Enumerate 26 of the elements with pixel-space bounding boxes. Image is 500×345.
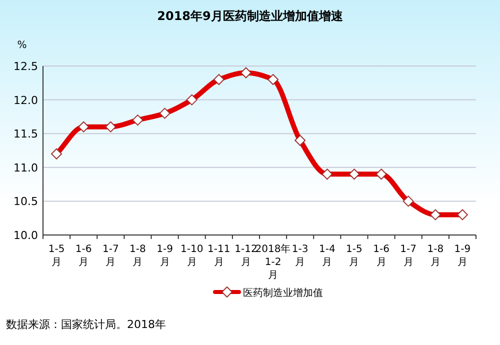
y-tick-label: 11.0 bbox=[14, 161, 38, 174]
y-tick-label: 10.0 bbox=[14, 229, 38, 242]
x-tick-label: 1-9月 bbox=[454, 244, 471, 268]
chart-title: 2018年9月医药制造业增加值增速 bbox=[157, 9, 344, 23]
x-tick-label: 1-11月 bbox=[208, 244, 230, 268]
x-tick-label: 1-4月 bbox=[318, 244, 336, 268]
y-axis-title: % bbox=[17, 40, 27, 51]
legend-label: 医药制造业增加值 bbox=[243, 287, 323, 299]
x-tick-label: 1-12月 bbox=[234, 244, 258, 268]
x-tick-label: 1-6月 bbox=[75, 244, 92, 268]
x-tick-label: 1-8月 bbox=[427, 244, 444, 268]
x-tick-label: 1-6月 bbox=[373, 244, 390, 268]
y-tick-label: 12.0 bbox=[14, 94, 38, 107]
x-tick-label: 1-7月 bbox=[102, 244, 119, 268]
x-tick-label: 2018年1-2月 bbox=[255, 243, 291, 281]
x-tick-label: 1-5月 bbox=[346, 244, 362, 268]
y-tick-label: 11.5 bbox=[14, 128, 38, 141]
x-tick-label: 1-3月 bbox=[292, 244, 308, 268]
y-tick-label: 10.5 bbox=[14, 195, 38, 208]
x-tick-label: 1-10月 bbox=[180, 244, 204, 268]
x-tick-label: 1-5月 bbox=[48, 244, 65, 268]
y-tick-label: 12.5 bbox=[14, 60, 38, 73]
x-tick-label: 1-9月 bbox=[156, 244, 173, 268]
x-tick-label: 1-8月 bbox=[130, 244, 146, 268]
x-tick-label: 1-7月 bbox=[400, 244, 417, 268]
source-note: 数据来源：国家统计局。2018年 bbox=[6, 318, 166, 331]
